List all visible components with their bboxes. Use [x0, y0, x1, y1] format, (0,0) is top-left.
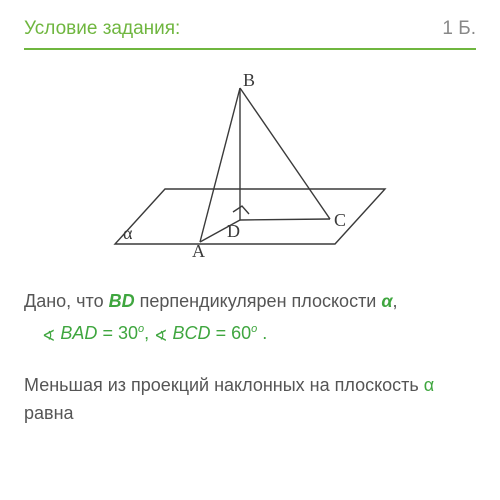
angle-bcd-val: = 60: [211, 323, 252, 343]
period: .: [257, 323, 267, 343]
figure-container: B A D C α: [24, 50, 476, 282]
svg-text:α: α: [123, 223, 133, 243]
angle-icon: ∢: [154, 325, 167, 350]
comma: ,: [144, 323, 154, 343]
question-text: Меньшая из проекций наклонных на плоскос…: [24, 372, 476, 428]
angle-bad-val: = 30: [97, 323, 138, 343]
header: Условие задания: 1 Б.: [24, 18, 476, 50]
header-score: 1 Б.: [442, 18, 476, 40]
given-text: Дано, что BD перпендикулярен плоскости α…: [24, 288, 476, 316]
plane-alpha: α: [381, 291, 392, 311]
svg-text:A: A: [192, 241, 205, 261]
segment-bd: BD: [109, 291, 135, 311]
angle-bcd: BCD: [173, 323, 211, 343]
svg-text:B: B: [243, 74, 255, 90]
svg-text:D: D: [227, 221, 240, 241]
q-pre: Меньшая из проекций наклонных на плоскос…: [24, 375, 424, 395]
q-post: равна: [24, 403, 74, 423]
text-mid: перпендикулярен плоскости: [135, 291, 382, 311]
angle-icon: ∢: [42, 325, 55, 350]
plane-alpha: α: [424, 375, 434, 395]
angle-bad: BAD: [60, 323, 97, 343]
text-pre: Дано, что: [24, 291, 109, 311]
geometry-figure: B A D C α: [105, 74, 395, 264]
text-post: ,: [393, 291, 398, 311]
header-title: Условие задания:: [24, 18, 180, 40]
angles-line: ∢ BAD = 30o, ∢ BCD = 60o .: [24, 320, 476, 350]
svg-text:C: C: [334, 210, 346, 230]
